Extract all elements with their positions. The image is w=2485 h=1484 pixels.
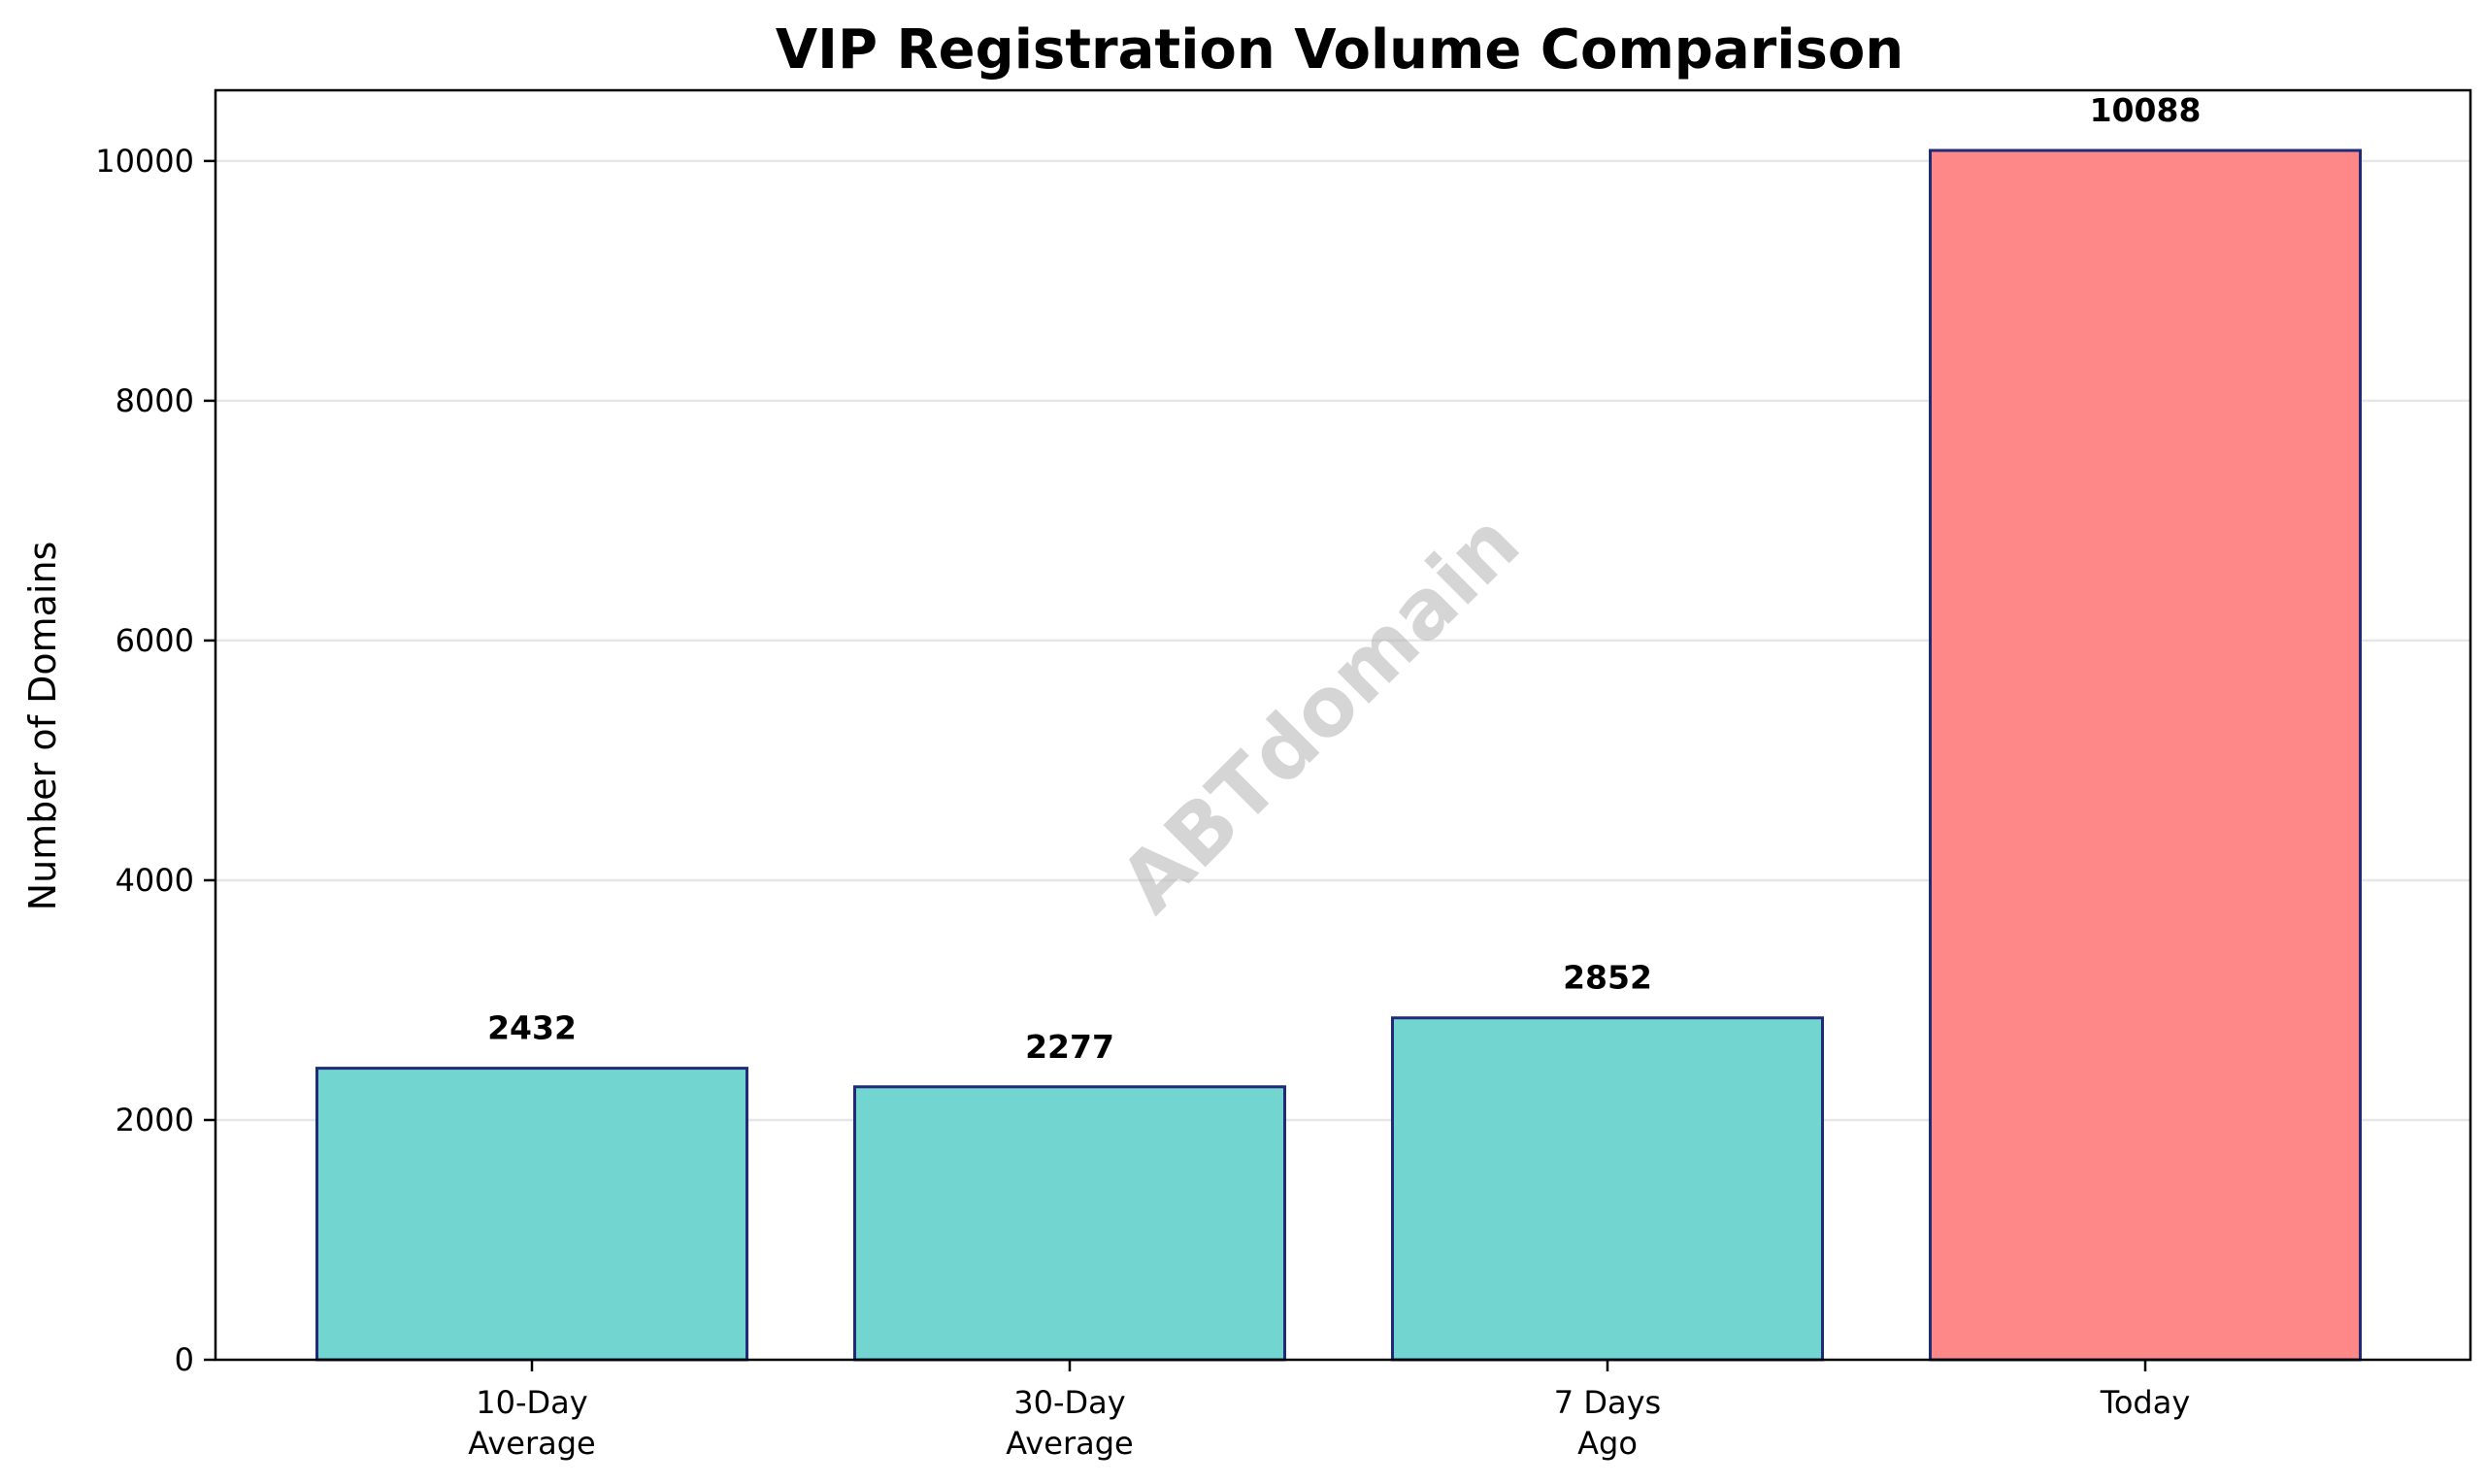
y-axis-ticks: 0 2000 4000 6000 8000 10000 [95,143,215,1378]
y-tick-label: 10000 [95,143,194,180]
y-axis-label: Number of Domains [21,542,64,911]
bar-2 [853,1085,1286,1362]
data-labels: 2432 2277 2852 10088 [487,91,2201,1066]
bar-1 [315,1067,748,1362]
y-tick-label: 8000 [116,382,194,419]
bar-value-label: 2277 [1025,1028,1114,1066]
x-tick-label: 7 Days [1554,1384,1661,1421]
x-tick-label: Average [468,1425,595,1462]
bars [315,148,2362,1362]
x-tick-label: Ago [1577,1425,1638,1462]
bar-value-label: 10088 [2090,91,2202,129]
x-tick-label: 10-Day [476,1384,587,1421]
y-tick-label: 6000 [116,622,194,659]
bar-4 [1929,148,2362,1362]
x-tick-label: Average [1006,1425,1133,1462]
bar-value-label: 2852 [1563,959,1652,997]
x-axis-ticks: 10-Day Average 30-Day Average 7 Days Ago Today [468,1360,2190,1462]
y-tick-label: 0 [175,1341,194,1378]
chart-title: VIP Registration Volume Comparison [776,18,1904,82]
y-tick-label: 4000 [116,862,194,899]
x-tick-label: Today [2100,1384,2191,1421]
bar-3 [1391,1016,1824,1362]
plot-frame [214,88,2472,1362]
x-tick-label: 30-Day [1013,1384,1125,1421]
bar-value-label: 2432 [487,1009,577,1047]
y-tick-label: 2000 [116,1102,194,1138]
